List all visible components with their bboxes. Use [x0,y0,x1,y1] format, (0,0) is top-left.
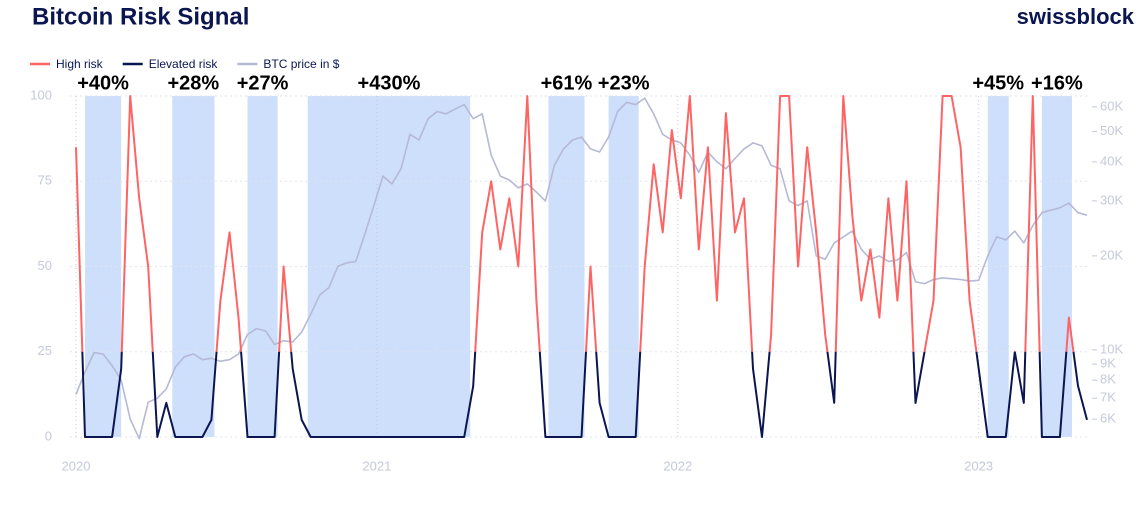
region-label: +430% [358,72,421,94]
legend-label: BTC price in $ [263,57,339,71]
x-tick-label: 2023 [964,458,993,473]
legend-label: High risk [56,57,104,71]
region-label: +27% [237,72,289,94]
y2-tick-label: 60K [1100,98,1123,113]
region [987,96,1009,437]
x-tick-label: 2021 [362,458,391,473]
y-tick-label: 100 [30,87,52,102]
region-label: +45% [972,72,1024,94]
region-label: +61% [541,72,593,94]
x-tick-label: 2022 [663,458,692,473]
y2-tick-label: 8K [1100,372,1116,387]
region-label: +28% [168,72,220,94]
y2-tick-label: 9K [1100,356,1116,371]
y2-tick-label: 30K [1100,192,1123,207]
y2-tick-label: 6K [1100,411,1116,426]
y2-tick-label: 40K [1100,153,1123,168]
region [608,96,639,437]
y-tick-label: 25 [38,343,52,358]
y-tick-label: 50 [38,258,52,273]
x-tick-label: 2020 [62,458,91,473]
region-label: +23% [598,72,650,94]
legend-label: Elevated risk [149,57,219,71]
y2-tick-label: 20K [1100,247,1123,262]
chart-title: Bitcoin Risk Signal [32,3,249,30]
region [172,96,215,437]
region-label: +40% [77,72,129,94]
brand: swissblock [1017,4,1135,29]
y-tick-label: 0 [45,428,52,443]
y-tick-label: 75 [38,173,52,188]
region [247,96,278,437]
region-label: +16% [1031,72,1083,94]
region [307,96,471,437]
y2-tick-label: 10K [1100,341,1123,356]
risk-line [81,351,1088,438]
y2-tick-label: 7K [1100,390,1116,405]
price-line [75,97,1088,440]
y2-tick-label: 50K [1100,123,1123,138]
